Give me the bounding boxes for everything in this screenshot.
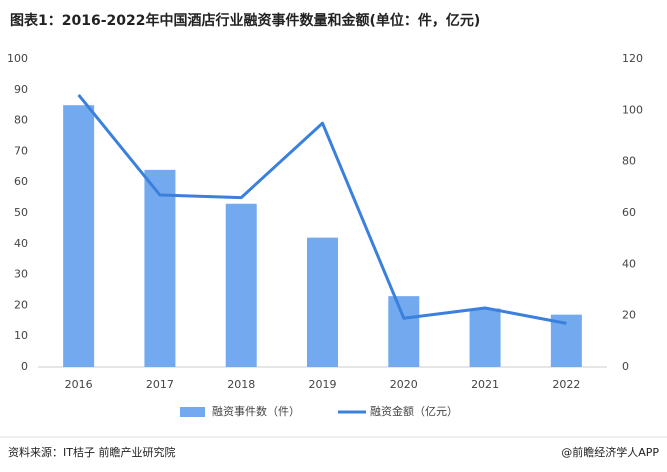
bar: [144, 169, 176, 367]
chart-title: 图表1：2016-2022年中国酒店行业融资事件数量和金额(单位：件，亿元): [10, 12, 480, 29]
y2-tick-label: 0: [622, 360, 629, 373]
bar: [388, 296, 420, 367]
x-tick-label: 2019: [309, 378, 337, 391]
y-tick-label: 90: [14, 83, 28, 96]
line: [77, 93, 567, 325]
y-tick-label: 80: [14, 114, 28, 127]
y-tick-label: 50: [14, 206, 28, 219]
x-tick-label: 2016: [65, 378, 93, 391]
y2-tick-label: 20: [622, 309, 636, 322]
y2-tick-label: 120: [622, 52, 643, 65]
x-tick-label: 2020: [390, 378, 418, 391]
bar: [307, 237, 338, 367]
y2-tick-label: 60: [622, 206, 636, 219]
bar: [469, 308, 501, 367]
y-tick-label: 0: [21, 360, 28, 373]
x-tick-label: 2017: [146, 378, 174, 391]
y-tick-label: 60: [14, 175, 28, 188]
bar: [63, 105, 95, 367]
credit: @前瞻经济学人APP: [561, 445, 659, 459]
y2-tick-label: 80: [622, 155, 636, 168]
y-tick-label: 40: [14, 237, 28, 250]
y-tick-label: 100: [7, 52, 28, 65]
legend-label: 融资事件数（件）: [212, 405, 300, 418]
y-tick-label: 70: [14, 144, 28, 157]
x-tick-label: 2018: [227, 378, 255, 391]
legend-swatch: [180, 407, 205, 417]
source: 资料来源：IT桔子 前瞻产业研究院: [8, 445, 175, 459]
y2-tick-label: 40: [622, 257, 636, 270]
y2-tick-label: 100: [622, 103, 643, 116]
y-tick-label: 10: [14, 329, 28, 342]
x-tick-label: 2022: [552, 378, 580, 391]
y-tick-label: 30: [14, 268, 28, 281]
legend-label: 融资金额（亿元）: [370, 404, 458, 418]
bar: [225, 203, 257, 367]
y-tick-label: 20: [14, 298, 28, 311]
x-tick-label: 2021: [471, 378, 499, 391]
